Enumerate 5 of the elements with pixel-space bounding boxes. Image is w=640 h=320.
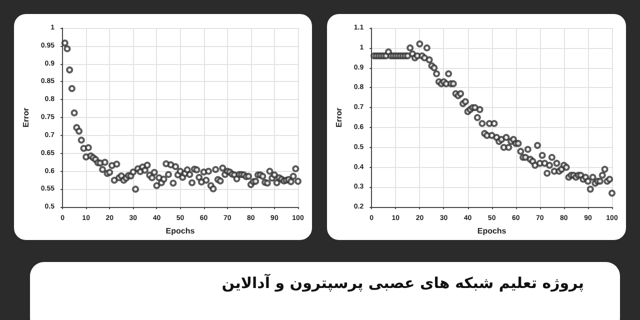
y-axis-title: Error <box>22 108 30 128</box>
y-axis-title: Error <box>334 108 344 128</box>
text: پروژه تعلیم شبکه های عصبی پرسپترون و آدالاین <box>222 274 584 292</box>
x-axis-title: Epochs <box>477 226 507 236</box>
x-axis-title: Epochs <box>166 226 196 236</box>
